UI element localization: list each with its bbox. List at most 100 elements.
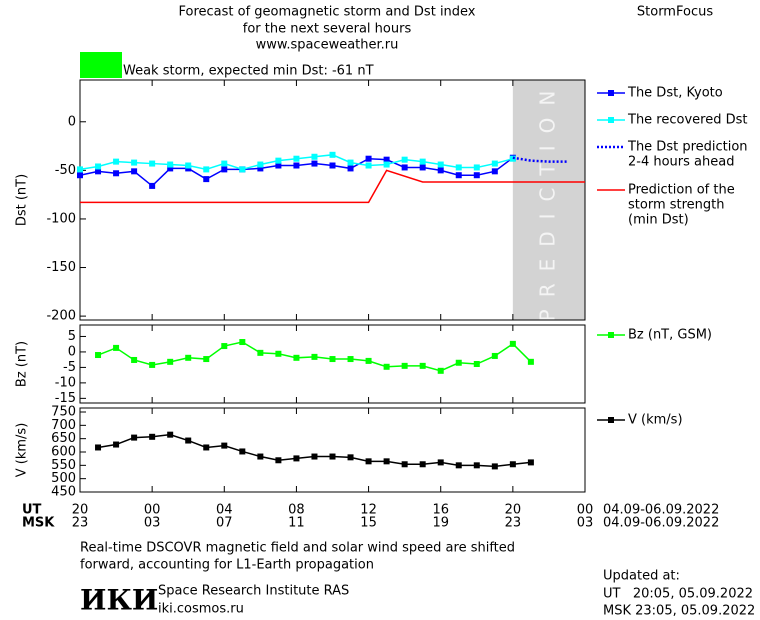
marker [455,359,462,366]
brand: StormFocus [637,5,713,20]
institute: Space Research Institute RAS [158,584,349,599]
marker [383,156,390,163]
marker [149,182,156,189]
y-tick-label: 550 [51,458,76,473]
marker [419,362,426,369]
x2-tick-label: 15 [360,516,377,531]
marker [437,367,444,374]
marker [473,164,480,171]
x-tick-label: 00 [144,503,161,518]
marker [311,160,318,167]
marker [455,172,462,179]
marker [113,158,120,165]
legend-marker [608,332,614,338]
legend-marker [608,90,614,96]
marker [221,343,228,350]
marker [419,461,426,468]
logo: ИКИ [80,584,158,617]
marker [491,160,498,167]
status-swatch [80,52,122,78]
date-range: 04.09-06.09.2022 [603,516,719,531]
legend-marker [608,417,614,423]
y-tick-label: 0 [68,114,76,129]
legend-label: The Dst prediction [627,140,748,155]
y-tick-label: -150 [46,260,76,275]
marker [167,358,174,365]
marker [293,162,300,169]
legend-marker [608,117,614,123]
marker [275,162,282,169]
marker [311,453,318,460]
series-line [80,169,585,204]
title: Forecast of geomagnetic storm and Dst in… [178,5,475,20]
marker [113,441,120,448]
marker [365,162,372,169]
x-tick-label: 08 [288,503,305,518]
marker [311,353,318,360]
marker [437,459,444,466]
site: iki.cosmos.ru [158,602,244,617]
legend-label: Prediction of the [628,183,735,198]
marker [491,463,498,470]
x-tick-label: 16 [432,503,449,518]
legend-label: V (km/s) [628,413,683,428]
y-axis-label: Bz (nT) [15,341,30,387]
legend-label: Bz (nT, GSM) [628,328,712,343]
marker [455,164,462,171]
x-tick-label: 20 [505,503,522,518]
marker [437,161,444,168]
marker [95,168,102,175]
marker [203,176,210,183]
y-tick-label: 450 [51,485,76,500]
plot-frame [79,324,586,404]
marker [275,350,282,357]
marker [239,339,246,346]
x2-tick-label: 11 [288,516,305,531]
y-tick-label: -15 [55,391,76,406]
marker [365,155,372,162]
status: Weak storm, expected min Dst: -61 nT [123,64,374,79]
marker [347,454,354,461]
legend-label: The recovered Dst [627,113,747,128]
updated: MSK 23:05, 05.09.2022 [603,604,755,619]
y-tick-label: -10 [55,375,76,390]
marker [491,352,498,359]
prediction-label: PREDICTION [535,79,559,322]
x2-tick-label: 03 [144,516,161,531]
marker [473,361,480,367]
marker [527,358,534,365]
note: forward, accounting for L1-Earth propaga… [80,558,374,573]
x2-tick-label: 03 [577,516,594,531]
marker [491,168,498,175]
y-tick-label: 650 [51,431,76,446]
marker [167,165,174,172]
x2-tick-label: 19 [432,516,449,531]
marker [167,161,174,168]
marker [95,352,102,359]
marker [347,159,354,166]
marker [257,161,264,168]
plot-frame [79,407,586,493]
y-tick-label: -50 [55,163,76,178]
marker [131,356,138,363]
marker [149,160,156,167]
marker [149,433,156,440]
marker [365,357,372,364]
x2-tick-label: 23 [72,516,89,531]
marker [293,455,300,462]
marker [509,461,516,468]
marker [95,444,102,451]
marker [239,448,246,455]
y-tick-label: 600 [51,445,76,460]
marker [401,164,408,171]
marker [329,453,336,460]
marker [401,362,408,369]
x-axis-label: UT [22,503,42,518]
y-tick-label: -100 [46,211,76,226]
marker [383,161,390,168]
marker [185,437,192,444]
title: for the next several hours [243,22,412,37]
date-range: 04.09-06.09.2022 [603,503,719,518]
marker [329,151,336,158]
